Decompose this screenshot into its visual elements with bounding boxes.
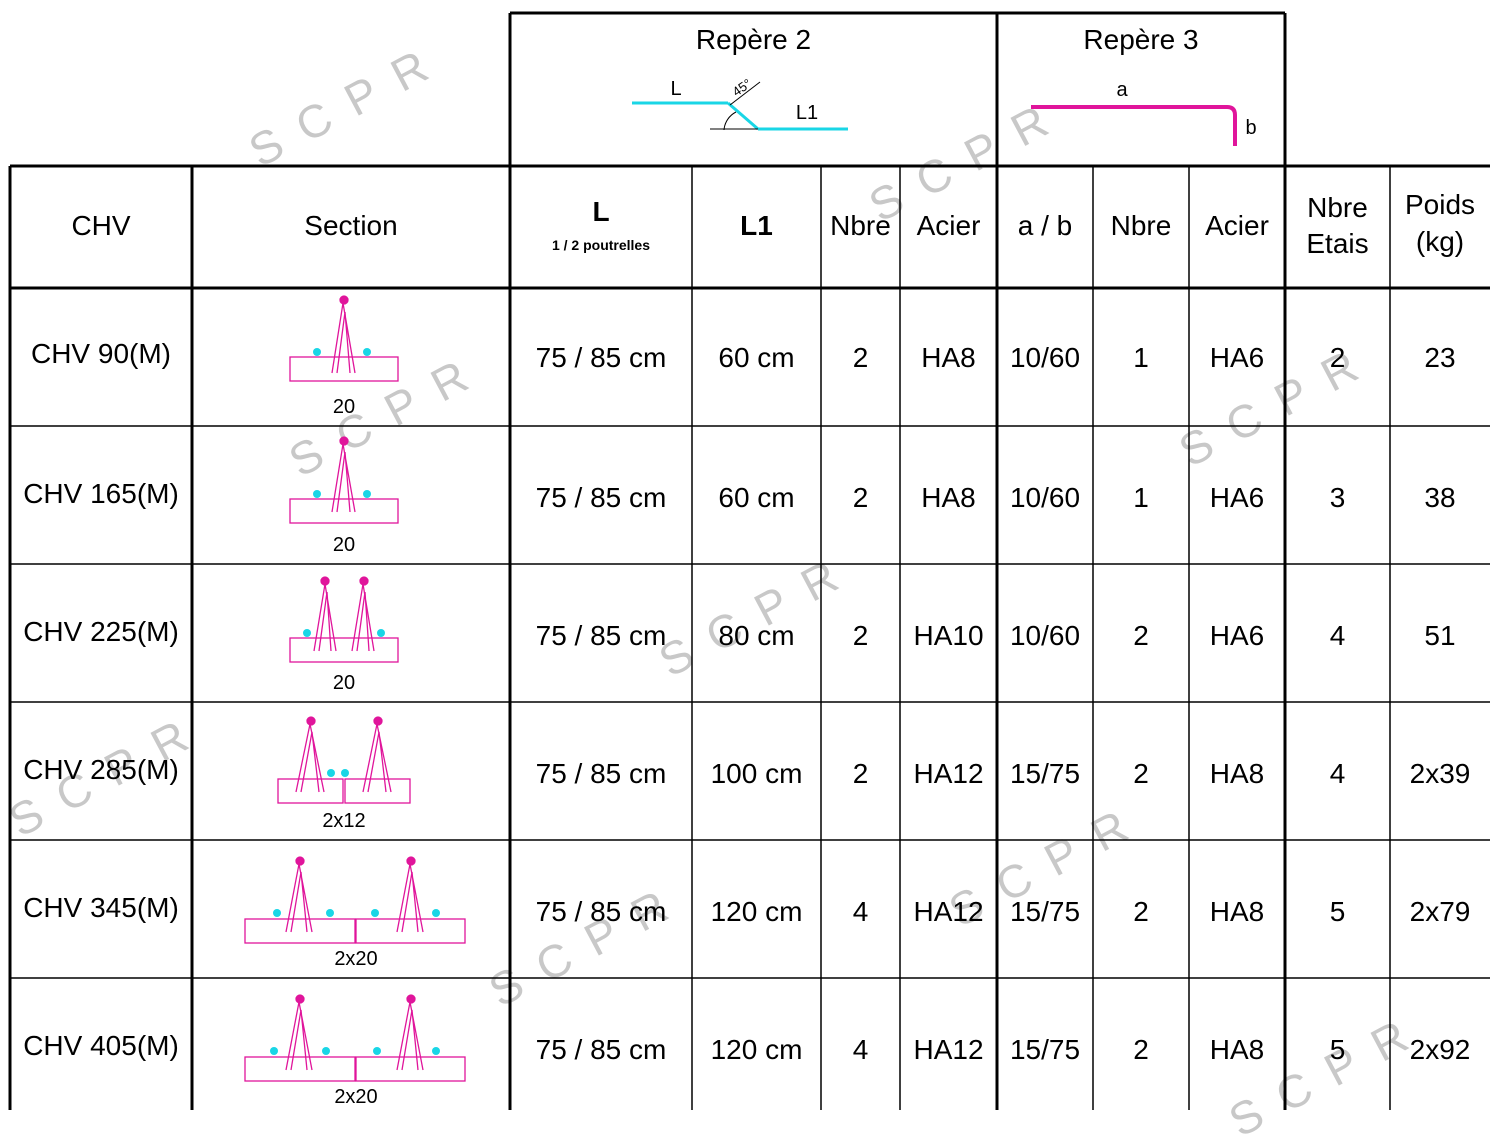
section-width-label: 2x20 xyxy=(334,1086,378,1108)
cell-nbre: 2 xyxy=(852,482,869,513)
cell-nbre-repere3: 2 xyxy=(1133,896,1149,927)
col-header-poids-line1: Poids xyxy=(1404,189,1476,220)
cell-acier-repere3: HA6 xyxy=(1209,342,1265,373)
cell-poids: 2x39 xyxy=(1409,758,1471,789)
cell-l1: 120 cm xyxy=(710,1034,803,1065)
col-header-l1: L1 xyxy=(740,210,773,241)
cell-acier-repere3: HA8 xyxy=(1209,758,1265,789)
cell-l: 75 / 85 cm xyxy=(535,342,667,373)
col-header-etais-line1: Nbre xyxy=(1307,192,1368,223)
cell-ab: 10/60 xyxy=(1009,482,1081,513)
cell-etais: 5 xyxy=(1329,896,1346,927)
cell-l1: 80 cm xyxy=(718,620,795,651)
cell-ab: 10/60 xyxy=(1009,620,1081,651)
col-header-chv: CHV xyxy=(71,210,131,241)
section-width-label: 2x20 xyxy=(334,948,378,970)
cell-chv: CHV 405(M) xyxy=(23,1030,179,1061)
col-header-poids-line2: (kg) xyxy=(1415,226,1465,257)
cell-acier: HA12 xyxy=(913,758,984,789)
cell-l: 75 / 85 cm xyxy=(535,620,667,651)
cell-chv: CHV 285(M) xyxy=(23,754,179,785)
cell-etais: 4 xyxy=(1329,758,1346,789)
cell-poids: 38 xyxy=(1424,482,1456,513)
cell-etais: 2 xyxy=(1329,342,1346,373)
col-header-l-sub: 1 / 2 poutrelles xyxy=(551,237,651,253)
cell-poids: 2x92 xyxy=(1409,1034,1471,1065)
cell-nbre-repere3: 2 xyxy=(1133,758,1149,789)
cell-l: 75 / 85 cm xyxy=(535,758,667,789)
section-width-label: 20 xyxy=(332,672,356,694)
cell-ab: 15/75 xyxy=(1009,758,1081,789)
cell-nbre: 4 xyxy=(852,896,869,927)
cell-poids: 2x79 xyxy=(1409,896,1471,927)
repere2-title: Repère 2 xyxy=(695,24,812,55)
repere2-label-l: L xyxy=(670,78,682,100)
cell-chv: CHV 345(M) xyxy=(23,892,179,923)
cell-nbre: 2 xyxy=(852,342,869,373)
repere2-diagram xyxy=(632,81,848,131)
section-width-label: 20 xyxy=(332,396,356,418)
chv-table-sheet: SCPR SCPR SCPR SCPR SCPR SCPR SCPR SCPR … xyxy=(0,11,1490,1147)
cell-l: 75 / 85 cm xyxy=(535,482,667,513)
repere3-title: Repère 3 xyxy=(1083,24,1199,55)
cell-nbre-repere3: 1 xyxy=(1133,342,1149,373)
cell-nbre: 2 xyxy=(852,620,869,651)
repere3-diagram xyxy=(1031,105,1237,146)
cell-l: 75 / 85 cm xyxy=(535,896,667,927)
col-header-section: Section xyxy=(304,210,398,241)
cell-acier: HA12 xyxy=(913,896,984,927)
cell-l1: 120 cm xyxy=(710,896,803,927)
cell-ab: 10/60 xyxy=(1009,342,1081,373)
cell-ab: 15/75 xyxy=(1009,896,1081,927)
cell-l1: 60 cm xyxy=(718,342,795,373)
col-header-etais-line2: Etais xyxy=(1306,228,1369,259)
cell-acier-repere3: HA8 xyxy=(1209,896,1265,927)
section-width-label: 20 xyxy=(332,534,356,556)
section-width-label: 2x12 xyxy=(322,810,366,832)
cell-acier: HA8 xyxy=(921,342,976,373)
cell-etais: 4 xyxy=(1329,620,1346,651)
cell-chv: CHV 90(M) xyxy=(30,338,171,369)
cell-etais: 5 xyxy=(1329,1034,1346,1065)
col-header-ab: a / b xyxy=(1017,210,1073,241)
cell-acier-repere3: HA6 xyxy=(1209,620,1265,651)
cell-nbre: 4 xyxy=(852,1034,869,1065)
cell-l1: 60 cm xyxy=(718,482,795,513)
repere2-label-l1: L1 xyxy=(795,102,819,124)
cell-nbre: 2 xyxy=(852,758,869,789)
cell-l: 75 / 85 cm xyxy=(535,1034,667,1065)
cell-acier-repere3: HA8 xyxy=(1209,1034,1265,1065)
cell-chv: CHV 225(M) xyxy=(23,616,179,647)
repere3-label-a: a xyxy=(1116,79,1128,101)
table-grid xyxy=(8,11,1490,1110)
col-header-nbre: Nbre xyxy=(830,210,891,241)
col-header-acier: Acier xyxy=(916,210,981,241)
cell-acier: HA8 xyxy=(921,482,976,513)
cell-nbre-repere3: 2 xyxy=(1133,620,1149,651)
repere3-label-b: b xyxy=(1245,117,1257,139)
cell-etais: 3 xyxy=(1329,482,1346,513)
col-header-acier-3: Acier xyxy=(1205,210,1269,241)
section-drawings xyxy=(244,295,466,1082)
cell-acier: HA10 xyxy=(913,620,984,651)
cell-nbre-repere3: 2 xyxy=(1133,1034,1149,1065)
cell-nbre-repere3: 1 xyxy=(1133,482,1149,513)
col-header-nbre-3: Nbre xyxy=(1110,210,1172,241)
col-header-l: L xyxy=(592,196,610,227)
cell-l1: 100 cm xyxy=(710,758,803,789)
cell-acier: HA12 xyxy=(913,1034,984,1065)
cell-acier-repere3: HA6 xyxy=(1209,482,1265,513)
cell-poids: 51 xyxy=(1424,620,1456,651)
cell-ab: 15/75 xyxy=(1009,1034,1081,1065)
cell-chv: CHV 165(M) xyxy=(23,478,179,509)
cell-poids: 23 xyxy=(1424,342,1456,373)
